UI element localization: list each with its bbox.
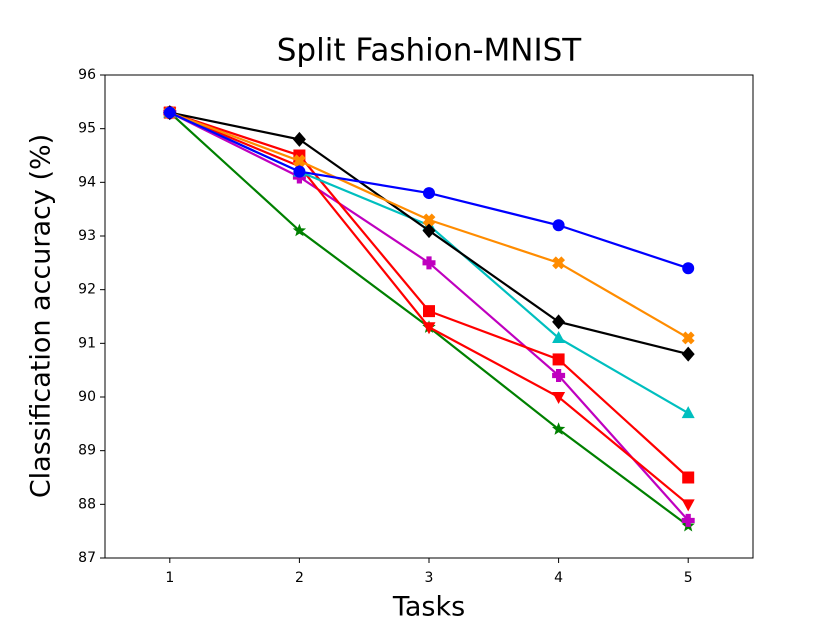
marker <box>423 305 435 318</box>
marker <box>552 369 566 383</box>
marker <box>681 513 695 527</box>
y-tick-label: 95 <box>78 121 96 137</box>
y-tick-label: 87 <box>78 550 96 566</box>
marker <box>422 322 436 335</box>
marker <box>422 213 436 227</box>
marker <box>682 262 695 275</box>
marker <box>552 392 566 404</box>
marker <box>552 314 566 330</box>
marker <box>163 106 176 119</box>
y-tick-label: 92 <box>78 282 96 298</box>
y-tick-label: 96 <box>78 67 96 83</box>
marker <box>552 219 565 232</box>
marker <box>292 131 306 147</box>
y-tick-label: 88 <box>78 496 96 512</box>
marker <box>552 353 565 366</box>
x-tick-label: 2 <box>295 570 304 586</box>
series-line <box>169 111 689 479</box>
marker <box>292 154 306 168</box>
chart-title: Split Fashion-MNIST <box>277 33 583 69</box>
y-tick-label: 91 <box>78 335 96 351</box>
marker <box>681 406 695 419</box>
y-tick-label: 94 <box>78 174 96 190</box>
x-tick-label: 4 <box>554 570 563 586</box>
y-tick-label: 90 <box>78 389 96 405</box>
marker <box>292 223 307 237</box>
x-tick-label: 3 <box>425 570 434 586</box>
marker <box>681 331 695 345</box>
x-axis-label: Tasks <box>392 592 465 623</box>
y-tick-label: 89 <box>78 443 96 459</box>
marker <box>422 223 436 239</box>
marker <box>682 471 695 484</box>
marker <box>681 499 695 512</box>
x-tick-label: 5 <box>684 570 693 586</box>
y-axis-label: Classification accuracy (%) <box>26 134 57 498</box>
marker <box>552 256 566 270</box>
plot-frame <box>104 74 754 559</box>
marker <box>681 346 695 362</box>
marker <box>551 422 566 435</box>
marker <box>293 165 306 178</box>
series-line <box>169 111 689 527</box>
marker <box>422 256 436 270</box>
marker <box>423 187 435 200</box>
marker <box>552 330 566 343</box>
x-tick-label: 1 <box>165 570 174 586</box>
y-tick-label: 93 <box>78 228 96 244</box>
